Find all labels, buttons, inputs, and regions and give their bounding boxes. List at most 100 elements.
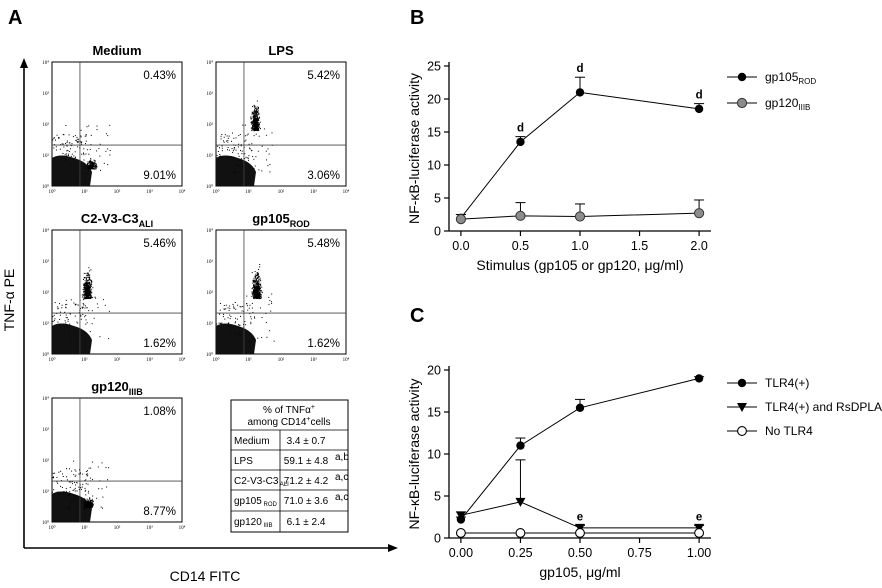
data-point <box>455 214 467 225</box>
table-row-value: 71.0 ± 3.6 <box>284 496 329 507</box>
flow-y-tick-label: 10⁴ <box>42 60 49 66</box>
data-point <box>516 441 525 450</box>
summary-table: % of TNFα+ among CD14+cells <box>230 399 349 533</box>
table-row: gp120 IIIB 6.1 ± 2.4 <box>234 517 326 529</box>
series-2 <box>455 199 705 225</box>
data-point <box>515 528 526 538</box>
table-rows: Medium 3.4 ± 0.7 LPS 59.1 ± 4.8 a,b C2-V3-C3 … <box>234 436 349 529</box>
x-tick-label: 0.25 <box>508 546 532 560</box>
x-tick-label: 0.75 <box>627 546 651 560</box>
flow-dense-population <box>216 155 256 186</box>
flow-plot-title: C2-V3-C3ALI <box>81 211 153 229</box>
flow-x-tick-label: 10⁴ <box>343 189 350 195</box>
significance-label: d <box>576 63 583 75</box>
table-row-label: gp120 IIIB <box>234 517 272 529</box>
table-header-line1: % of TNFα+ <box>263 404 315 416</box>
flow-x-tick-label: 10¹ <box>81 189 88 195</box>
legend-label: TLR4(+) and RsDPLA <box>765 400 882 414</box>
x-tick-label: 1.5 <box>631 239 648 253</box>
data-point <box>574 211 586 222</box>
flow-y-tick-label: 10¹ <box>43 489 50 495</box>
table-row-label: Medium <box>234 436 270 447</box>
flow-y-axis-label: TNF-α PE <box>1 269 17 332</box>
y-tick-label: 25 <box>427 60 441 74</box>
flow-dense-population <box>52 491 92 522</box>
flow-y-tick-label: 10² <box>43 290 50 296</box>
x-tick-label: 0.0 <box>452 239 469 253</box>
flow-x-axis-label: CD14 FITC <box>170 568 241 584</box>
x-tick-label: 0.50 <box>568 546 592 560</box>
flow-y-tick-label: 10² <box>207 122 214 128</box>
flow-x-tick-label: 10¹ <box>245 189 252 195</box>
flow-dense-population <box>52 323 92 354</box>
flow-upper-right-percent: 1.08% <box>143 406 176 418</box>
legend-marker <box>737 378 747 388</box>
data-point <box>575 528 585 538</box>
flow-x-tick-label: 10⁴ <box>343 357 350 363</box>
data-point <box>694 374 704 383</box>
data-point <box>455 528 466 538</box>
table-row-note: a,c <box>335 472 348 483</box>
x-tick-label: 0.00 <box>449 546 473 560</box>
flow-y-tick-label: 10³ <box>43 427 50 433</box>
data-point <box>515 210 526 221</box>
flow-plot-title: gp105ROD <box>252 211 310 229</box>
series-line <box>460 501 700 529</box>
y-tick-label: 20 <box>427 364 441 378</box>
flow-lower-right-percent: 3.06% <box>307 170 340 182</box>
flow-plot-title: LPS <box>268 43 294 58</box>
flow-dots <box>52 460 110 522</box>
flow-y-tick-label: 10² <box>43 122 50 128</box>
y-axis-label: NF-κB-luciferase activity <box>406 379 422 530</box>
flow-y-tick-label: 10⁰ <box>42 520 49 526</box>
legend-entry: TLR4(+) and RsDPLA <box>727 400 882 414</box>
panel-label-c: C <box>410 305 424 327</box>
legend-marker <box>736 97 748 109</box>
significance-label: e <box>696 511 702 523</box>
flow-x-tick-label: 10⁴ <box>179 189 186 195</box>
x-tick-label: 1.0 <box>571 239 588 253</box>
legend-entry: gp105ROD <box>727 70 816 86</box>
flow-lower-right-percent: 9.01% <box>143 170 176 182</box>
flow-lower-right-percent: 1.62% <box>307 338 340 350</box>
legend-entry: No TLR4 <box>727 424 813 438</box>
flow-y-tick-label: 10⁰ <box>206 352 213 358</box>
flow-dots <box>52 267 110 354</box>
flow-y-tick-label: 10⁴ <box>206 60 213 66</box>
flow-x-tick-label: 10⁰ <box>48 189 55 195</box>
flow-y-tick-label: 10⁰ <box>206 184 213 190</box>
y-tick-label: 10 <box>427 159 441 173</box>
flow-upper-right-percent: 5.42% <box>307 70 340 82</box>
series-line <box>460 91 700 219</box>
flow-lower-right-percent: 1.62% <box>143 338 176 350</box>
flow-y-tick-label: 10³ <box>207 91 214 97</box>
chart-b: 0 5 10 15 20 25 0.0 0.5 1.0 1.5 2.0 Stimulus (gp105… <box>406 60 816 274</box>
flow-upper-right-percent: 5.46% <box>143 238 176 250</box>
flow-y-tick-label: 10¹ <box>207 153 214 159</box>
legend-marker <box>737 72 747 82</box>
data-point <box>455 511 466 521</box>
x-tick-label: 0.5 <box>512 239 529 253</box>
y-tick-label: 5 <box>434 490 441 504</box>
flow-x-tick-label: 10¹ <box>81 357 88 363</box>
flow-lower-right-percent: 8.77% <box>143 506 176 518</box>
table-row-label: LPS <box>234 456 253 467</box>
flow-y-tick-label: 10⁰ <box>42 352 49 358</box>
y-tick-label: 15 <box>427 126 441 140</box>
flow-y-tick-label: 10³ <box>207 259 214 265</box>
flow-x-tick-label: 10³ <box>310 357 317 363</box>
flow-y-tick-label: 10² <box>43 458 50 464</box>
series-1 <box>455 374 705 524</box>
y-tick-label: 0 <box>434 225 441 239</box>
data-point <box>516 137 525 147</box>
flow-y-tick-label: 10⁰ <box>42 184 49 190</box>
flow-dense-population <box>52 155 92 186</box>
flow-x-tick-label: 10² <box>114 357 121 363</box>
legend-label: No TLR4 <box>765 424 813 438</box>
x-axis-label: gp105, μg/ml <box>539 564 620 580</box>
flow-x-tick-label: 10⁰ <box>48 525 55 531</box>
